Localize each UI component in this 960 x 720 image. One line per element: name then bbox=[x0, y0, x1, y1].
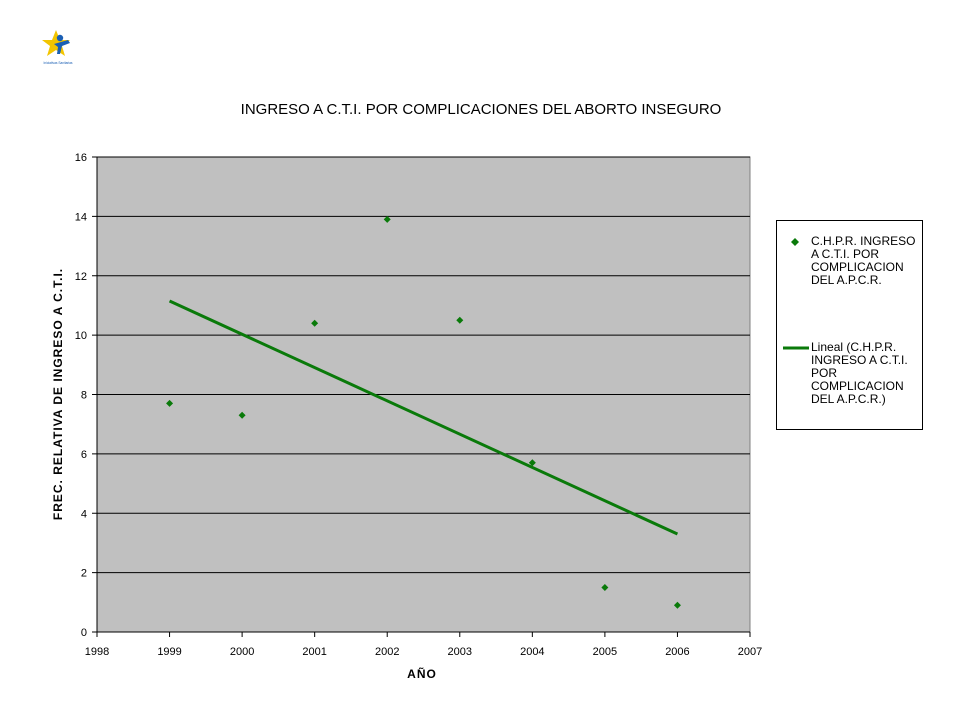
x-tick-label: 2007 bbox=[738, 646, 762, 658]
y-tick-label: 4 bbox=[81, 508, 87, 520]
y-tick-label: 8 bbox=[81, 390, 87, 402]
data-point bbox=[456, 316, 464, 324]
x-axis-title: AÑO bbox=[407, 666, 437, 681]
y-tick-label: 16 bbox=[75, 152, 87, 164]
chart-title: INGRESO A C.T.I. POR COMPLICACIONES DEL … bbox=[241, 101, 722, 118]
x-tick-label: 1999 bbox=[157, 646, 181, 658]
x-tick-label: 2002 bbox=[375, 646, 399, 658]
x-tick-label: 1998 bbox=[85, 646, 109, 658]
data-point bbox=[166, 399, 174, 407]
legend: C.H.P.R. INGRESO A C.T.I. POR COMPLICACI… bbox=[776, 220, 923, 430]
x-axis-ticks: 1998 1999 2000 2001 2002 2003 2004 2005 2006 2007 bbox=[85, 632, 762, 658]
line-marker-icon bbox=[783, 346, 809, 350]
y-tick-label: 6 bbox=[81, 449, 87, 461]
gridlines bbox=[97, 156, 750, 574]
y-tick-label: 10 bbox=[75, 330, 87, 342]
x-tick-label: 2000 bbox=[230, 646, 254, 658]
x-tick-label: 2006 bbox=[665, 646, 689, 658]
data-point bbox=[238, 411, 246, 419]
y-tick-label: 14 bbox=[75, 211, 87, 223]
logo-caption: Iniciativas Sanitarias bbox=[43, 61, 72, 65]
y-tick-label: 2 bbox=[81, 568, 87, 580]
data-point bbox=[673, 601, 681, 609]
data-point bbox=[601, 583, 609, 591]
y-axis-ticks: 0 2 4 6 8 10 12 14 16 bbox=[75, 152, 97, 639]
logo: Iniciativas Sanitarias bbox=[42, 30, 73, 65]
trendline bbox=[168, 299, 679, 536]
data-point bbox=[311, 319, 319, 327]
x-tick-label: 2004 bbox=[520, 646, 544, 658]
x-tick-label: 2003 bbox=[448, 646, 472, 658]
x-tick-label: 2005 bbox=[593, 646, 617, 658]
legend-label-series: C.H.P.R. INGRESO A C.T.I. POR COMPLICACI… bbox=[811, 234, 916, 287]
y-tick-label: 12 bbox=[75, 271, 87, 283]
diamond-marker-icon bbox=[791, 238, 799, 246]
y-tick-label: 0 bbox=[81, 627, 87, 639]
star-person-logo-icon bbox=[42, 30, 70, 56]
x-tick-label: 2001 bbox=[302, 646, 326, 658]
legend-label-trendline: Lineal (C.H.P.R. INGRESO A C.T.I. POR CO… bbox=[811, 340, 908, 406]
data-points bbox=[166, 215, 681, 609]
data-point bbox=[528, 459, 536, 467]
data-point bbox=[383, 215, 391, 223]
y-axis-title: FREC. RELATIVA DE INGRESO A C.T.I. bbox=[51, 268, 65, 520]
